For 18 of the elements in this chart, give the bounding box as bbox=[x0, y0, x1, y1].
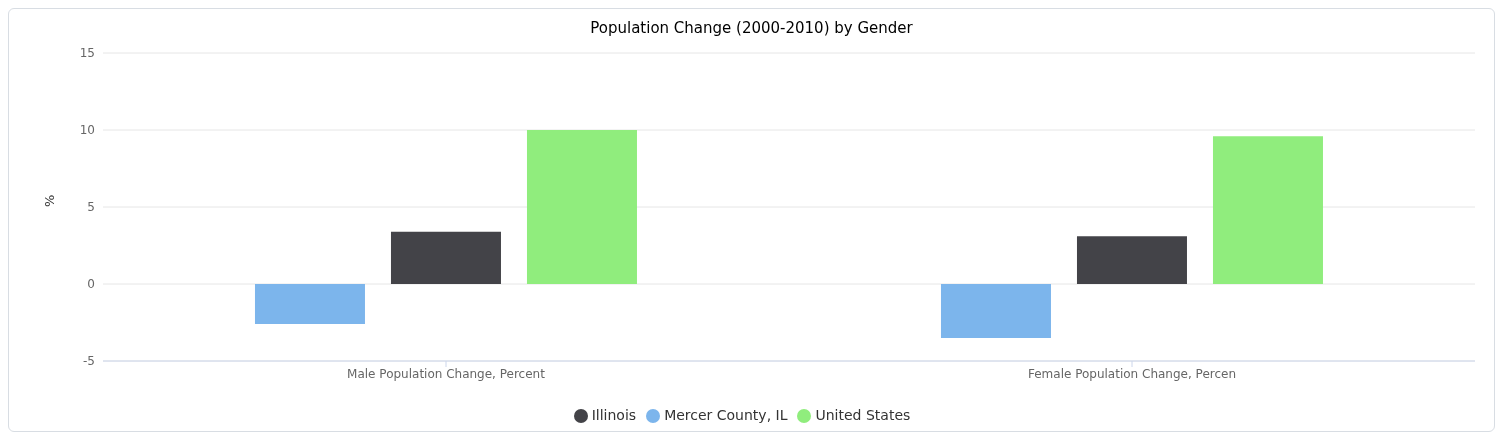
y-tick-label: 10 bbox=[79, 123, 95, 138]
legend-label: United States bbox=[815, 407, 911, 423]
bar bbox=[526, 130, 637, 284]
bar bbox=[1076, 236, 1187, 284]
y-tick-label: 15 bbox=[79, 46, 95, 61]
y-tick-label: 0 bbox=[87, 277, 95, 292]
legend-label: Illinois bbox=[591, 407, 637, 423]
bar bbox=[390, 231, 501, 284]
y-tick-label: -5 bbox=[83, 354, 95, 369]
legend-label: Mercer County, IL bbox=[664, 407, 788, 423]
bar bbox=[254, 284, 365, 325]
bar bbox=[940, 284, 1051, 338]
x-tick-label: Male Population Change, Percent bbox=[347, 366, 546, 381]
y-tick-label: 5 bbox=[87, 200, 95, 215]
bar bbox=[1212, 136, 1323, 284]
y-axis-title: % bbox=[41, 194, 57, 207]
x-tick-label: Female Population Change, Percen bbox=[1027, 366, 1237, 381]
chart-title: Population Change (2000-2010) by Gender bbox=[589, 18, 914, 39]
